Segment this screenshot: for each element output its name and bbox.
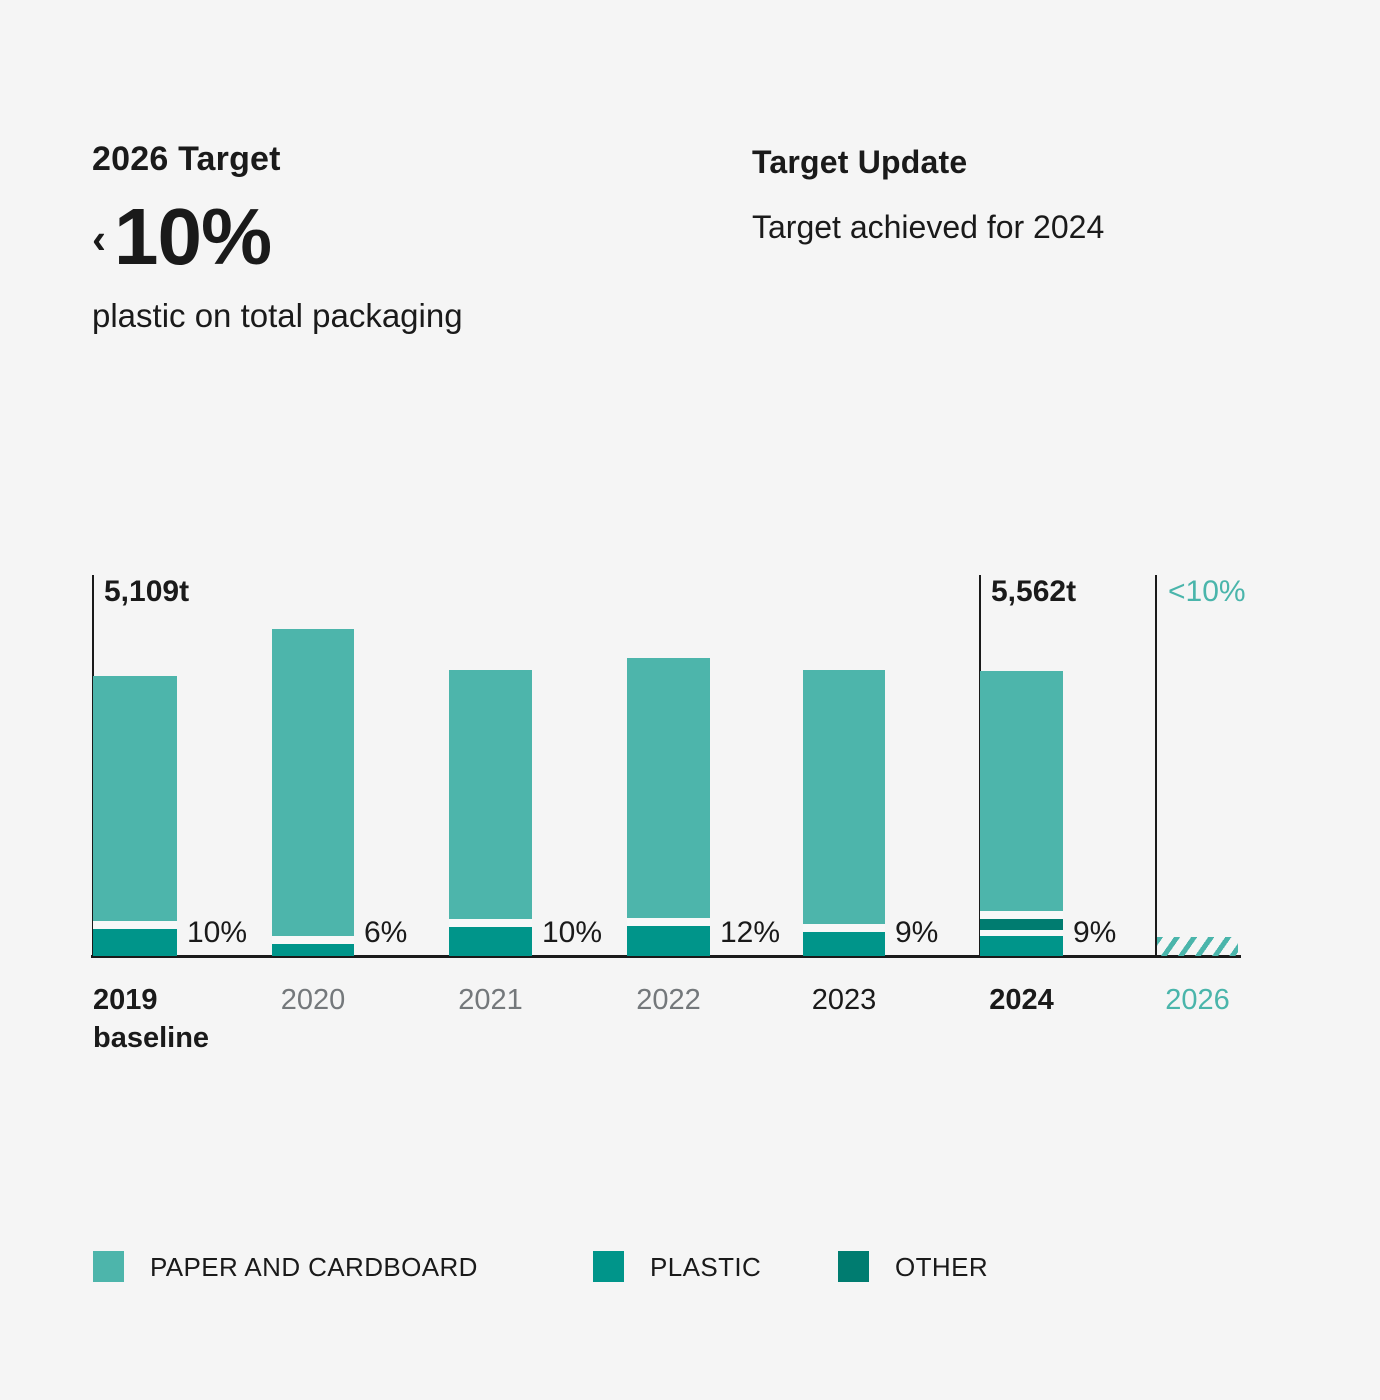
plastic-pct-label-2019: 10%: [187, 916, 248, 949]
axis-baseline: [91, 955, 1241, 958]
bar-2024: [980, 671, 1063, 956]
total-label-2019: 5,109t: [104, 575, 190, 608]
legend-swatch-paper: [93, 1251, 124, 1282]
segment-other-2024: [980, 919, 1063, 930]
chart-legend: PAPER AND CARDBOARD PLASTIC OTHER: [0, 1250, 1380, 1282]
target-block: 2026 Target ‹ 10% plastic on total packa…: [92, 138, 463, 336]
target-value-row: ‹ 10%: [92, 194, 463, 280]
segment-paper-2021: [449, 670, 532, 919]
year-label-2020: 2020: [280, 984, 346, 1016]
target-update-title: Target Update: [752, 144, 968, 180]
segment-separator: [627, 918, 710, 926]
total-label-2024: 5,562t: [991, 575, 1077, 608]
legend-swatch-other: [838, 1251, 869, 1282]
target-update-block: Target Update Target achieved for 2024: [752, 142, 1104, 247]
plastic-pct-label-2021: 10%: [542, 916, 603, 949]
bar-2022: [627, 658, 710, 956]
target-caption: plastic on total packaging: [92, 297, 463, 334]
segment-plastic-2022: [627, 926, 710, 956]
target-value: 10%: [114, 192, 272, 281]
segment-separator: [980, 911, 1063, 919]
segment-paper-2024: [980, 671, 1063, 911]
segment-separator: [93, 921, 177, 929]
legend-item-other: OTHER: [838, 1250, 988, 1283]
segment-separator: [803, 924, 885, 932]
year-text: 2019: [93, 984, 158, 1016]
year-label-2021: 2021: [458, 984, 523, 1016]
year-label-2022: 2022: [636, 984, 701, 1016]
less-than-icon: ‹: [92, 215, 106, 262]
bar-2021: [449, 670, 532, 956]
segment-separator: [449, 919, 532, 927]
year-label-2026: 2026: [1165, 984, 1230, 1016]
target-update-text: Target achieved for 2024: [752, 209, 1105, 245]
segment-paper-2020: [272, 629, 354, 936]
year-label-2023: 2023: [811, 984, 877, 1016]
plastic-pct-label-2022: 12%: [720, 916, 781, 949]
legend-swatch-plastic: [593, 1251, 624, 1282]
segment-separator: [980, 930, 1063, 936]
plastic-pct-label-2023: 9%: [895, 916, 939, 949]
bar-2020: [272, 629, 354, 956]
plastic-pct-label-2024: 9%: [1073, 916, 1117, 949]
segment-separator: [272, 936, 354, 944]
year-label-2024: 2024: [989, 984, 1054, 1016]
segment-paper-2019: [93, 676, 177, 921]
segment-plastic-2024: [980, 936, 1063, 956]
segment-paper-2023: [803, 670, 885, 924]
year-label-2019: 2019 baseline: [93, 981, 210, 1057]
segment-plastic-2023: [803, 932, 885, 956]
legend-item-paper: PAPER AND CARDBOARD: [93, 1250, 478, 1283]
axis-vline-2: [1155, 575, 1157, 958]
year-sublabel: baseline: [93, 1022, 210, 1054]
segment-plastic-2021: [449, 927, 532, 956]
target-hatch-2026: [1157, 937, 1238, 956]
plastic-pct-label-2020: 6%: [364, 916, 408, 949]
bar-2019: [93, 676, 177, 956]
segment-paper-2022: [627, 658, 710, 918]
chart-area: 10% 5,109t 2019 baseline 6% 2020 10% 2021 12% 202…: [0, 575, 1380, 1095]
segment-plastic-2019: [93, 929, 177, 956]
legend-item-plastic: PLASTIC: [593, 1250, 761, 1283]
legend-label-paper: PAPER AND CARDBOARD: [150, 1252, 478, 1282]
target-level-label-2026: <10%: [1168, 575, 1246, 608]
legend-label-plastic: PLASTIC: [650, 1252, 762, 1282]
legend-label-other: OTHER: [895, 1252, 988, 1282]
bar-2023: [803, 670, 885, 956]
target-title: 2026 Target: [92, 140, 281, 178]
segment-plastic-2020: [272, 944, 354, 956]
